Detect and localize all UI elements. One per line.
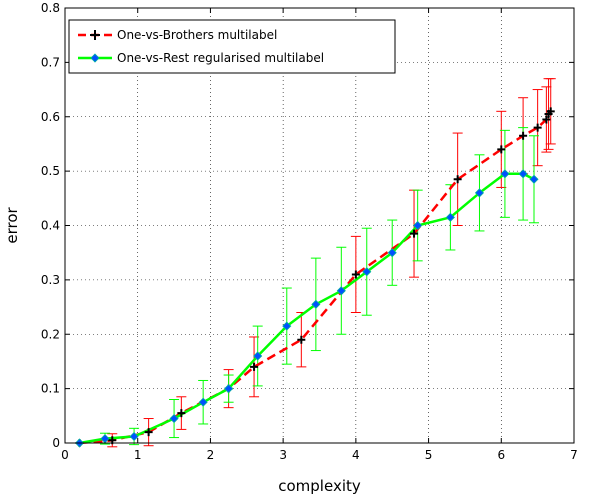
diamond-marker	[198, 397, 208, 407]
diamond-marker	[529, 174, 539, 184]
diamond-marker	[311, 299, 321, 309]
x-tick-label: 6	[497, 448, 505, 462]
x-tick-label: 4	[352, 448, 360, 462]
plus-marker	[546, 107, 555, 116]
legend-plus-marker	[90, 30, 100, 40]
y-tick-label: 0	[52, 436, 60, 450]
axis-ticks: 0 1 2 3 4 5 6 7 0 0.1 0.2 0.3 0.4 0.5 0.6 0.7 0.8	[41, 1, 578, 462]
y-tick-label: 0.8	[41, 1, 60, 15]
y-axis-title: error	[3, 207, 21, 244]
plus-marker	[453, 175, 462, 184]
y-tick-label: 0.5	[41, 164, 60, 178]
plus-marker	[351, 270, 360, 279]
plus-marker	[519, 131, 528, 140]
diamond-marker	[387, 248, 397, 258]
plus-marker	[144, 428, 153, 437]
x-tick-label: 0	[61, 448, 69, 462]
plus-marker	[533, 123, 542, 132]
diamond-marker	[224, 384, 234, 394]
x-tick-label: 7	[570, 448, 578, 462]
legend-label-brothers: One-vs-Brothers multilabel	[117, 28, 277, 42]
plus-marker	[177, 409, 186, 418]
plus-marker	[410, 229, 419, 238]
y-tick-label: 0.2	[41, 327, 60, 341]
diamond-marker	[413, 220, 423, 231]
plus-marker	[250, 362, 259, 371]
plus-marker	[542, 115, 551, 124]
x-tick-label: 1	[134, 448, 142, 462]
plus-marker	[497, 145, 506, 154]
diamond-marker	[362, 267, 372, 277]
diamond-marker	[336, 286, 346, 296]
diamond-marker	[253, 351, 263, 361]
legend-label-rest: One-vs-Rest regularised multilabel	[117, 51, 324, 65]
series-markers	[74, 107, 555, 448]
y-tick-label: 0.3	[41, 273, 60, 287]
y-tick-label: 0.1	[41, 382, 60, 396]
legend: One-vs-Brothers multilabel One-vs-Rest r…	[68, 19, 396, 74]
series-line	[79, 172, 535, 445]
x-tick-label: 5	[425, 448, 433, 462]
legend-box	[68, 19, 396, 74]
diamond-marker	[282, 321, 292, 331]
diamond-marker	[474, 188, 485, 198]
diamond-marker	[445, 212, 455, 222]
x-tick-label: 3	[279, 448, 287, 462]
y-tick-label: 0.4	[41, 219, 60, 233]
x-tick-label: 2	[207, 448, 215, 462]
plus-marker	[297, 335, 306, 344]
y-tick-label: 0.7	[41, 55, 60, 69]
x-axis-title: complexity	[278, 477, 361, 495]
diamond-marker	[169, 413, 179, 424]
y-tick-label: 0.6	[41, 110, 60, 124]
diamond-marker	[500, 169, 510, 179]
diamond-marker	[518, 169, 528, 179]
grid	[65, 8, 574, 443]
legend-diamond-marker	[90, 53, 100, 63]
diamond-marker	[129, 431, 139, 442]
series-lines	[79, 110, 552, 445]
